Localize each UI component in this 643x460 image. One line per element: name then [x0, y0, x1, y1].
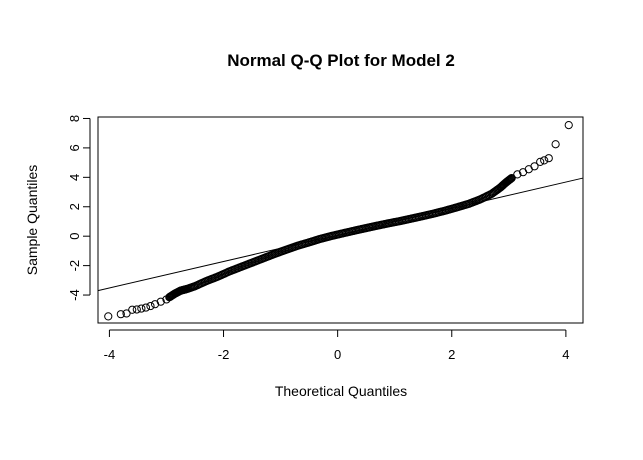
data-point	[530, 162, 539, 171]
y-axis: -4 -2 0 2 4 6 8	[67, 115, 91, 301]
data-point	[536, 157, 545, 166]
data-point	[104, 312, 113, 321]
data-point	[146, 301, 155, 311]
data-point	[564, 120, 573, 130]
x-tick-label: -2	[218, 347, 230, 362]
y-tick-label: 6	[67, 144, 82, 151]
y-tick-label: -2	[67, 260, 82, 272]
data-point	[551, 140, 560, 149]
data-point	[544, 154, 553, 163]
data-point	[137, 304, 146, 313]
data-point	[141, 303, 151, 312]
data-point	[122, 309, 131, 318]
data-point	[116, 310, 125, 319]
data-point	[128, 305, 137, 314]
data-point	[156, 297, 165, 306]
y-tick-label: -4	[67, 289, 82, 301]
data-point	[150, 300, 160, 309]
data-points	[104, 120, 573, 321]
data-point	[540, 156, 549, 165]
reference-line	[97, 177, 584, 292]
x-axis-label: Theoretical Quantiles	[275, 383, 407, 399]
y-tick-label: 0	[67, 233, 82, 240]
x-axis: -4 -2 0 2 4	[104, 329, 569, 362]
data-point	[505, 175, 514, 184]
data-point	[504, 176, 513, 185]
x-tick-label: 0	[334, 347, 341, 362]
plot-frame	[97, 116, 584, 324]
chart-title: Normal Q-Q Plot for Model 2	[227, 51, 455, 70]
x-tick-label: 2	[448, 347, 455, 362]
y-tick-label: 4	[67, 174, 82, 181]
x-tick-label: -4	[104, 347, 116, 362]
data-point	[506, 175, 515, 184]
y-tick-label: 2	[67, 203, 82, 210]
data-point	[513, 170, 522, 179]
x-tick-label: 4	[562, 347, 569, 362]
data-point	[507, 173, 516, 183]
data-point	[506, 174, 516, 183]
y-axis-label: Sample Quantiles	[24, 165, 40, 276]
data-point	[132, 305, 141, 314]
y-tick-label: 8	[67, 115, 82, 122]
